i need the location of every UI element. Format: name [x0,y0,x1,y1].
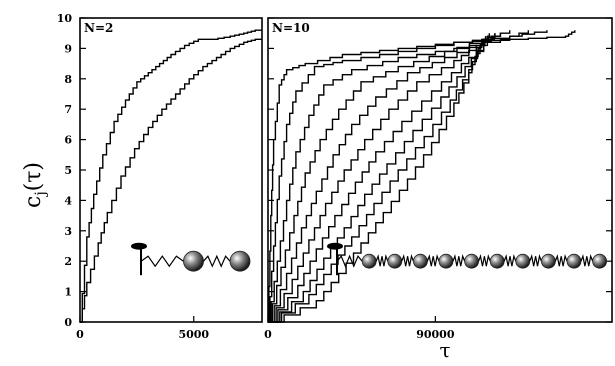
bead [541,253,556,269]
anchor-head [131,242,147,250]
y-tick-label: 2 [64,255,72,268]
y-tick-label: 5 [64,164,72,177]
y-tick-label: 8 [64,73,72,86]
plot-frame [79,17,263,323]
bead [592,253,607,269]
spring [140,255,184,268]
series-line [268,30,548,323]
series-line [268,33,496,323]
bead [412,253,428,269]
x-tick-label: 0 [76,328,84,341]
polymer-chain-inset [327,242,607,276]
spring [503,254,517,267]
spring [426,254,440,267]
bead [566,253,582,269]
x-tick-label: 90000 [416,328,455,341]
panel-n2: 0 1 2 3 4 5 6 7 8 9 10 0 5000 N=2 [57,12,263,341]
bead [387,253,403,269]
y-tick-label: 10 [57,12,73,25]
series-line [268,30,576,323]
series-line [268,36,487,323]
bead [438,253,454,269]
y-tick-label: 0 [64,316,72,329]
series-line [268,30,511,323]
panel-n10: 0 90000 N=10 [264,17,613,341]
polymer-chain-inset [131,242,251,276]
bead [515,253,531,269]
x-tick-label: 5000 [178,328,209,341]
y-tick-label: 7 [64,103,72,116]
spring [554,254,568,267]
series-line [268,33,502,323]
series-line [268,36,487,323]
spring [203,254,231,268]
y-tick-label: 4 [64,194,72,207]
spring [452,254,466,267]
x-axis-label: τ [439,338,450,362]
y-tick-label: 9 [64,42,72,55]
bead [489,253,505,269]
panel-label: N=10 [272,21,310,35]
bead [361,253,377,269]
anchor-head [327,242,343,250]
y-tick-label: 1 [64,286,72,299]
svg-text:cj(τ): cj(τ) [21,162,49,208]
spring [336,254,363,268]
panel-label: N=2 [84,21,113,35]
series-line [268,33,490,323]
spring [529,254,542,267]
plot-frame [267,17,613,323]
y-axis-label: cj(τ) [21,162,49,208]
y-tick-label: 6 [64,134,72,147]
series-line [80,29,262,323]
spring [401,254,414,267]
spring [478,254,491,267]
series-line [268,33,496,323]
bead [183,250,204,272]
bead [229,250,251,272]
series-line [80,38,262,323]
x-tick-label: 0 [264,328,272,341]
y-tick-label: 3 [64,225,72,238]
bead [464,253,480,269]
spring [375,254,389,267]
spring [580,254,594,267]
